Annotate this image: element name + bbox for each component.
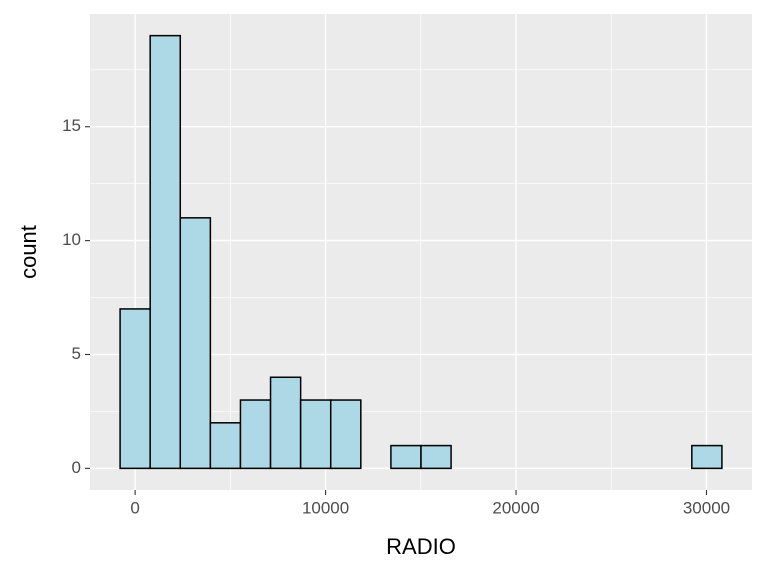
- bar: [420, 444, 452, 470]
- y-tick-label: 15: [62, 116, 81, 135]
- y-tick-label: 5: [72, 344, 81, 363]
- x-tick-label: 0: [130, 498, 139, 517]
- bar: [179, 217, 212, 470]
- bar: [299, 399, 332, 470]
- x-tick-label: 20000: [492, 498, 539, 517]
- y-axis-title: count: [16, 225, 41, 279]
- bar: [269, 376, 302, 470]
- y-tick-label: 0: [72, 458, 81, 477]
- bar: [119, 308, 151, 470]
- y-tick-label: 10: [62, 230, 81, 249]
- x-tick-label: 30000: [683, 498, 730, 517]
- bar: [149, 34, 182, 470]
- bar: [209, 422, 242, 470]
- bar: [329, 399, 362, 470]
- bar: [390, 444, 422, 470]
- x-tick-label: 10000: [302, 498, 349, 517]
- x-axis-title: RADIO: [386, 534, 456, 559]
- bar: [239, 399, 272, 470]
- bar: [691, 444, 723, 470]
